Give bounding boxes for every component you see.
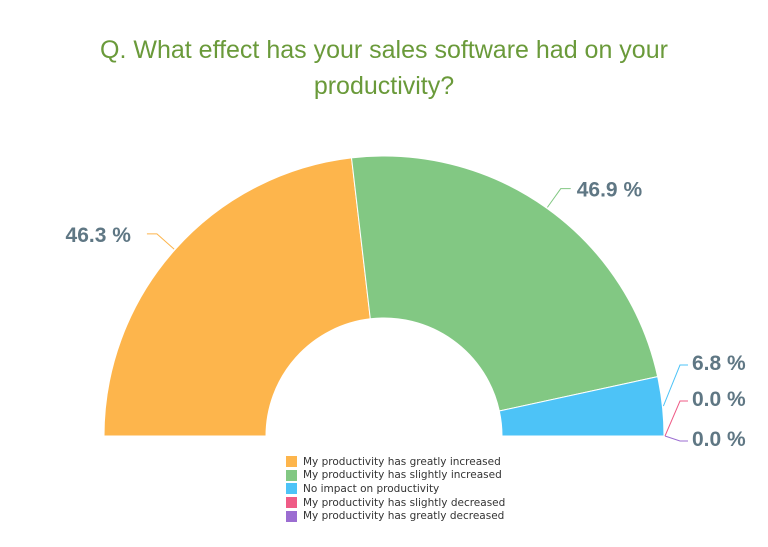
chart-legend: My productivity has greatly increased My … — [286, 455, 505, 523]
legend-swatch — [286, 483, 297, 495]
legend-item-3: No impact on productivity — [286, 482, 505, 496]
legend-label: My productivity has greatly decreased — [303, 510, 505, 523]
leader-line-5 — [664, 435, 688, 442]
legend-item-1: My productivity has greatly increased — [286, 455, 505, 469]
data-label-1: 46.3 % — [66, 224, 132, 247]
slice-2 — [350, 155, 659, 412]
legend-swatch — [286, 456, 297, 468]
legend-label: No impact on productivity — [303, 482, 440, 495]
legend-label: My productivity has slightly increased — [303, 469, 502, 482]
leader-line-2 — [546, 188, 571, 208]
data-label-2: 46.9 % — [577, 179, 643, 202]
data-label-4: 0.0 % — [692, 388, 746, 411]
leader-line-4 — [664, 400, 688, 437]
slice-1 — [103, 157, 371, 437]
legend-item-4: My productivity has slightly decreased — [286, 496, 505, 510]
legend-swatch — [286, 497, 297, 509]
leader-line-3 — [662, 364, 688, 407]
legend-item-5: My productivity has greatly decreased — [286, 509, 505, 523]
legend-item-2: My productivity has slightly increased — [286, 469, 505, 483]
legend-swatch — [286, 469, 297, 481]
leader-line-1 — [146, 233, 175, 250]
slice-3 — [498, 376, 665, 437]
legend-swatch — [286, 510, 297, 522]
legend-label: My productivity has slightly decreased — [303, 496, 506, 509]
legend-label: My productivity has greatly increased — [303, 455, 501, 468]
data-label-5: 0.0 % — [692, 428, 746, 451]
data-label-3: 6.8 % — [692, 352, 746, 375]
chart-title: Q. What effect has your sales software h… — [100, 36, 668, 100]
